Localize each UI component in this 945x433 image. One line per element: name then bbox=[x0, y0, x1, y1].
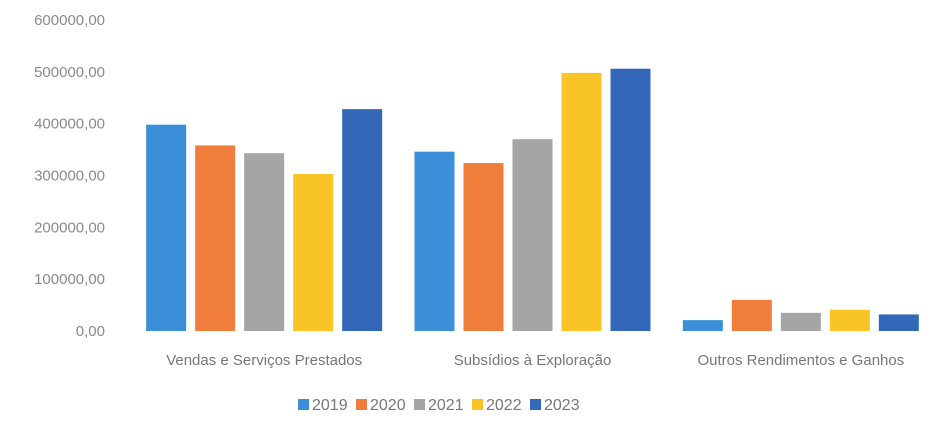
legend-label-2023: 2023 bbox=[544, 397, 580, 414]
y-tick-label: 200000,00 bbox=[34, 219, 105, 236]
legend-swatch-2023 bbox=[530, 399, 541, 410]
bar-2020-cat-0 bbox=[195, 145, 236, 331]
y-tick-label: 300000,00 bbox=[34, 168, 105, 185]
bar-2021-cat-2 bbox=[780, 312, 821, 331]
x-category-label: Vendas e Serviços Prestados bbox=[166, 352, 362, 369]
x-category-label: Subsídios à Exploração bbox=[454, 352, 612, 369]
y-tick-label: 100000,00 bbox=[34, 271, 105, 288]
bar-2021-cat-1 bbox=[512, 139, 553, 331]
legend-swatch-2019 bbox=[298, 399, 309, 410]
legend-swatch-2022 bbox=[472, 399, 483, 410]
bar-2023-cat-0 bbox=[342, 109, 383, 331]
bar-2021-cat-0 bbox=[244, 153, 285, 331]
legend-swatch-2020 bbox=[356, 399, 367, 410]
bar-2022-cat-1 bbox=[561, 72, 602, 332]
bar-2022-cat-2 bbox=[829, 309, 870, 331]
legend-label-2022: 2022 bbox=[486, 397, 522, 414]
y-axis: 0,00 100000,00 200000,00 300000,00 400000,00… bbox=[34, 12, 105, 340]
bar-2019-cat-1 bbox=[414, 151, 455, 331]
y-tick-label: 0,00 bbox=[76, 323, 105, 340]
bar-2023-cat-1 bbox=[610, 68, 651, 332]
bars bbox=[146, 68, 919, 332]
bar-2023-cat-2 bbox=[878, 314, 919, 331]
legend: 2019 2020 2021 2022 2023 bbox=[298, 397, 580, 414]
bar-2022-cat-0 bbox=[293, 173, 334, 331]
bar-2020-cat-2 bbox=[731, 299, 772, 331]
x-category-label: Outros Rendimentos e Ganhos bbox=[697, 352, 904, 369]
bar-2020-cat-1 bbox=[463, 163, 504, 331]
bar-2019-cat-0 bbox=[146, 124, 187, 331]
legend-swatch-2021 bbox=[414, 399, 425, 410]
y-tick-label: 600000,00 bbox=[34, 12, 105, 29]
bar-2019-cat-2 bbox=[682, 320, 723, 331]
legend-label-2020: 2020 bbox=[370, 397, 406, 414]
y-tick-label: 500000,00 bbox=[34, 64, 105, 81]
legend-label-2019: 2019 bbox=[312, 397, 348, 414]
y-tick-label: 400000,00 bbox=[34, 116, 105, 133]
legend-label-2021: 2021 bbox=[428, 397, 464, 414]
x-axis: Vendas e Serviços Prestados Subsídios à E… bbox=[166, 352, 904, 369]
